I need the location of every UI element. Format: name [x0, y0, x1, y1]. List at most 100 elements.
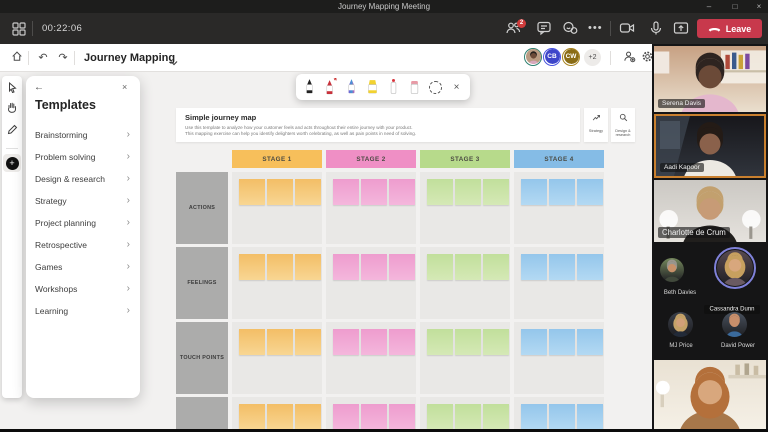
row-label[interactable]: TOUCH POINTS [176, 322, 228, 394]
sticky-note[interactable] [549, 404, 575, 429]
close-icon[interactable]: × [756, 2, 762, 11]
undo-icon[interactable]: ↶ [38, 52, 48, 64]
stage-header[interactable]: STAGE 3 [420, 150, 510, 168]
avatar-david-power[interactable] [722, 312, 747, 337]
tag-strategy-button[interactable]: Strategy [584, 108, 608, 142]
lasso-select-icon[interactable] [428, 77, 444, 97]
sticky-note[interactable] [333, 329, 359, 355]
sticky-note[interactable] [267, 254, 293, 280]
row-label[interactable]: ACTIONS [176, 172, 228, 244]
journey-cell[interactable] [514, 172, 604, 244]
journey-cell[interactable] [232, 322, 322, 394]
journey-cell[interactable] [326, 322, 416, 394]
journey-cell[interactable] [420, 397, 510, 429]
sticky-note[interactable] [267, 404, 293, 429]
chat-icon[interactable] [536, 20, 554, 37]
stage-header[interactable]: STAGE 1 [232, 150, 322, 168]
sticky-note[interactable] [427, 329, 453, 355]
ink-pen-icon[interactable] [2, 124, 22, 142]
pen-toolbar-close-icon[interactable]: × [453, 81, 460, 93]
avatar-cassandra-dunn[interactable] [717, 250, 753, 286]
sticky-note[interactable] [333, 179, 359, 205]
journey-cell[interactable] [232, 247, 322, 319]
highlighter-icon[interactable] [365, 77, 381, 97]
sticky-note[interactable] [549, 254, 575, 280]
home-icon[interactable] [8, 50, 26, 66]
share-screen-icon[interactable] [673, 20, 691, 37]
sticky-note[interactable] [239, 404, 265, 429]
sticky-note[interactable] [521, 254, 547, 280]
journey-cell[interactable] [232, 397, 322, 429]
sticky-note[interactable] [427, 179, 453, 205]
sticky-note[interactable] [483, 404, 509, 429]
template-category-brainstorming[interactable]: Brainstorming › [26, 124, 140, 146]
stage-header[interactable]: STAGE 2 [326, 150, 416, 168]
journey-cell[interactable] [326, 172, 416, 244]
template-category-workshops[interactable]: Workshops › [26, 278, 140, 300]
laser-pointer-icon[interactable] [386, 77, 402, 97]
apps-grid-icon[interactable] [11, 21, 29, 38]
avatar-mj-price[interactable] [668, 312, 693, 337]
sticky-note[interactable] [521, 179, 547, 205]
mic-icon[interactable] [648, 20, 666, 37]
rainbow-pen-icon[interactable] [344, 77, 360, 97]
settings-gear-icon[interactable] [638, 50, 656, 66]
sticky-note[interactable] [577, 179, 603, 205]
people-icon[interactable] [505, 20, 523, 37]
sticky-note[interactable] [549, 179, 575, 205]
presence-avatar[interactable]: CB [543, 47, 561, 66]
sticky-note[interactable] [389, 404, 415, 429]
maximize-icon[interactable]: □ [732, 2, 738, 11]
red-pen-icon[interactable] [323, 77, 339, 97]
whiteboard-canvas[interactable]: + ← × Templates Brainstorming › Problem so… [0, 72, 652, 429]
sticky-note[interactable] [549, 329, 575, 355]
presence-overflow[interactable]: +2 [584, 49, 601, 66]
sticky-note[interactable] [483, 329, 509, 355]
camera-icon[interactable] [619, 20, 637, 37]
template-category-games[interactable]: Games › [26, 256, 140, 278]
chevron-down-icon[interactable] [170, 54, 178, 72]
leave-button[interactable]: Leave [697, 19, 762, 38]
journey-cell[interactable] [420, 247, 510, 319]
sticky-note[interactable] [455, 329, 481, 355]
create-add-button[interactable]: + [3, 154, 21, 172]
journey-cell[interactable] [232, 172, 322, 244]
template-category-retrospective[interactable]: Retrospective › [26, 234, 140, 256]
stage-header[interactable]: STAGE 4 [514, 150, 604, 168]
sticky-note[interactable] [577, 254, 603, 280]
journey-cell[interactable] [420, 322, 510, 394]
black-pen-icon[interactable] [302, 77, 318, 97]
sticky-note[interactable] [389, 254, 415, 280]
back-arrow-icon[interactable]: ← [34, 82, 44, 93]
sticky-note[interactable] [239, 179, 265, 205]
template-category-problem-solving[interactable]: Problem solving › [26, 146, 140, 168]
row-label[interactable]: OPPORTUNITIES [176, 397, 228, 429]
sticky-note[interactable] [295, 329, 321, 355]
sticky-note[interactable] [521, 404, 547, 429]
select-cursor-icon[interactable] [2, 81, 22, 100]
sticky-note[interactable] [521, 329, 547, 355]
more-icon[interactable]: ••• [588, 22, 603, 34]
journey-cell[interactable] [514, 247, 604, 319]
sticky-note[interactable] [577, 404, 603, 429]
collaborate-settings-icon[interactable] [620, 50, 638, 66]
sticky-note[interactable] [389, 329, 415, 355]
sticky-note[interactable] [295, 254, 321, 280]
sticky-note[interactable] [455, 254, 481, 280]
template-category-strategy[interactable]: Strategy › [26, 190, 140, 212]
sticky-note[interactable] [483, 179, 509, 205]
sticky-note[interactable] [239, 329, 265, 355]
sticky-note[interactable] [389, 179, 415, 205]
sticky-note[interactable] [239, 254, 265, 280]
sticky-note[interactable] [361, 329, 387, 355]
reactions-icon[interactable] [562, 20, 580, 37]
journey-cell[interactable] [514, 322, 604, 394]
sticky-note[interactable] [361, 179, 387, 205]
video-tile-charlotte-de-crum[interactable]: Charlotte de Crum [654, 180, 766, 242]
video-tile-bottom[interactable] [654, 360, 766, 429]
presence-avatar[interactable] [524, 47, 542, 66]
template-category-project-planning[interactable]: Project planning › [26, 212, 140, 234]
video-tile-aadi-kapoor[interactable]: Aadi Kapoor [654, 114, 766, 178]
redo-icon[interactable]: ↷ [58, 52, 68, 64]
pan-hand-icon[interactable] [2, 102, 22, 120]
